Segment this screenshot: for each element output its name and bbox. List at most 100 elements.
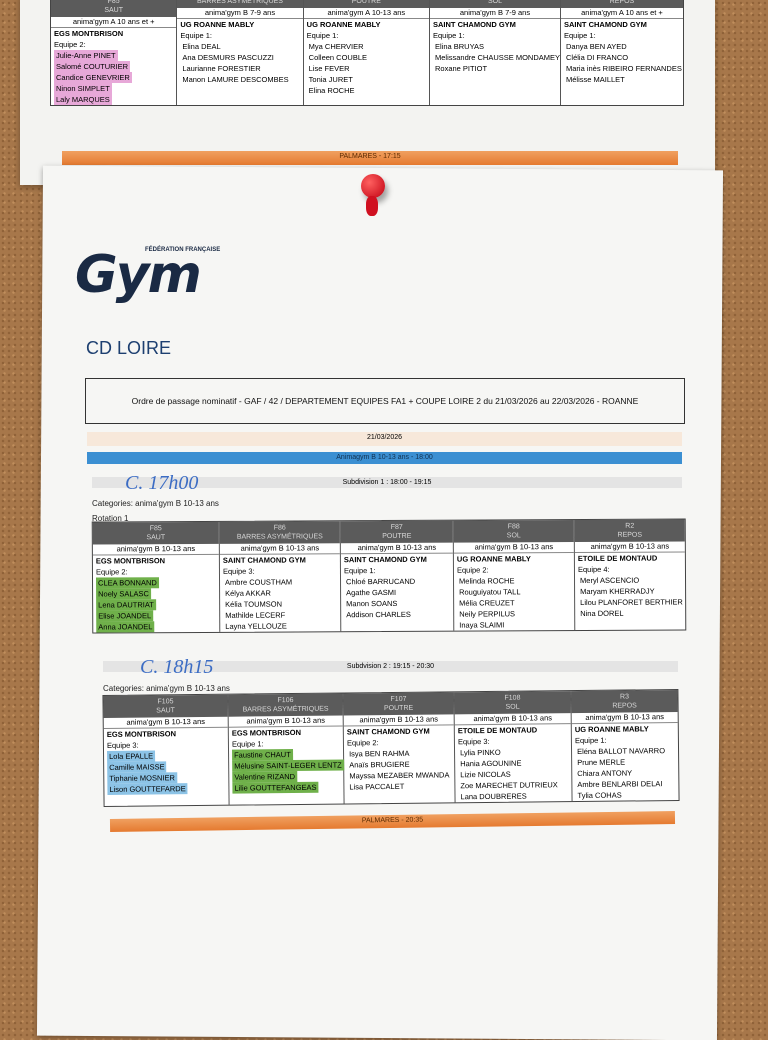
gymnast: Mélisse MAILLET	[565, 75, 625, 84]
club: EGS MONTBRISON	[95, 556, 166, 566]
categories: Categories: anima'gym B 10-13 ans	[92, 499, 219, 508]
gymnast: Maria inès RIBEIRO FERNANDES	[565, 64, 682, 73]
gymnast: Lilie GOUTTEFANGEAS	[232, 781, 319, 794]
rotation: Rotation 1	[92, 514, 129, 523]
gymnast-row: Melissandre CHAUSSE MONDAMEY	[430, 52, 560, 63]
gymnast: Noely SALASC	[96, 588, 151, 600]
gymnast: Chloé BARRUCAND	[346, 576, 416, 587]
apparatus: POUTRE	[383, 704, 414, 713]
gymnast-row: Elina ROCHE	[304, 85, 429, 96]
gymnast: Valentine RIZAND	[232, 770, 298, 783]
gymnast-row: Chloé BARRUCAND	[341, 576, 453, 588]
gymnast: Roxane PITIOT	[434, 64, 488, 73]
column-header: F108 SOL	[454, 691, 571, 715]
date-band: 21/03/2026	[87, 432, 682, 446]
apparatus: SOL	[505, 703, 520, 711]
category: anima'gym B 7-9 ans	[177, 8, 303, 19]
column-header: REPOS	[560, 0, 683, 8]
section-band: Animagym B 10-13 ans - 18:00	[87, 452, 682, 464]
gymnast: Chiara ANTONY	[577, 768, 633, 779]
club: SAINT CHAMOND GYM	[343, 554, 427, 565]
logo: Gym	[75, 245, 202, 305]
gymnast: Neily PERPILUS	[459, 609, 516, 619]
team: Equipe 2:	[95, 567, 128, 577]
column-header: F85 SAUT	[92, 521, 219, 545]
gymnast: Julie-Anne PINET	[54, 50, 118, 61]
column-header: F85 SAUT	[51, 0, 177, 17]
column-header: BARRES ASYMÉTRIQUES	[177, 0, 303, 8]
category: anima'gym B 10-13 ans	[219, 543, 340, 555]
gymnast: Elise JOANDEL	[96, 610, 154, 622]
gymnast-row: Lana DOUBRERES	[455, 790, 571, 802]
apparatus: BARRES ASYMÉTRIQUES	[236, 533, 323, 541]
gymnast: Laly MARQUES	[54, 94, 112, 105]
gymnast-row: Nina DOREL	[575, 607, 685, 619]
team: Equipe 1:	[563, 31, 596, 40]
gymnast-row: Lena DAUTRIAT	[93, 599, 219, 611]
gymnast-row: Neily PERPILUS	[454, 608, 574, 620]
gymnast: Ambre COUSTHAM	[225, 577, 293, 587]
apparatus: BARRES ASYMÉTRIQUES	[197, 0, 283, 5]
gymnast-row: Manon SOANS	[341, 598, 453, 610]
category: anima'gym B 10-13 ans	[92, 543, 219, 556]
logo-top: FÉDÉRATION FRANÇAISE	[145, 247, 221, 253]
column-header: SOL	[429, 0, 560, 8]
category: anima'gym A 10 ans et +	[51, 17, 177, 28]
gymnast: Lise FEVER	[308, 64, 350, 73]
column: F108 SOL anima'gym B 10-13 ans ETOILE DE MO…	[454, 691, 573, 803]
palmares-band: PALMARES - 17:15	[62, 151, 678, 165]
column: REPOS anima'gym A 10 ans et + SAINT CHAMON…	[560, 0, 683, 105]
gymnast-row: Kélya AKKAR	[220, 587, 340, 599]
gymnast: Isya BEN RAHMA	[349, 748, 410, 759]
gymnast: Manon SOANS	[346, 598, 398, 609]
gymnast-row: Elise JOANDEL	[93, 610, 219, 622]
team: Equipe 1:	[180, 31, 213, 40]
gymnast: Addison CHARLES	[346, 609, 411, 620]
category: anima'gym B 7-9 ans	[429, 8, 560, 19]
team: Equipe 2:	[456, 565, 489, 575]
column: F105 SAUT anima'gym B 10-13 ans EGS MONTBRI…	[103, 694, 230, 807]
gymnast: Elina ROCHE	[308, 86, 355, 95]
gymnast-row: Lison GOUTTEFARDE	[104, 783, 228, 795]
apparatus: SOL	[506, 532, 521, 540]
gymnast-row: Lisa PACCALET	[344, 780, 454, 792]
apparatus: REPOS	[612, 702, 637, 710]
club: UG ROANNE MABLY	[180, 20, 255, 29]
gymnast-row: Noely SALASC	[93, 588, 219, 600]
gymnast: Elina BRUYAS	[434, 42, 485, 51]
column-header: R2 REPOS	[574, 519, 685, 543]
column: R2 REPOS anima'gym B 10-13 ans ETOILE DE MO…	[574, 519, 686, 630]
gymnast: Tylia COHAS	[577, 790, 622, 801]
column-header: POUTRE	[303, 0, 429, 8]
gymnast-row: Manon LAMURE DESCOMBES	[177, 74, 302, 85]
gymnast-row: Maria inès RIBEIRO FERNANDES	[561, 63, 683, 74]
palmares: PALMARES - 20:35	[361, 816, 424, 825]
column-header: R3 REPOS	[571, 689, 678, 714]
gymnast: Lisa PACCALET	[349, 781, 405, 792]
column: R3 REPOS anima'gym B 10-13 ans UG ROANNE MA…	[571, 689, 678, 801]
gymnast-row: Addison CHARLES	[341, 609, 453, 621]
gymnast: Faustine CHAUT	[232, 749, 293, 761]
gymnast: Manon LAMURE DESCOMBES	[182, 75, 289, 84]
gymnast-row: Tylia COHAS	[572, 789, 678, 801]
column-header: F106 BARRES ASYMÉTRIQUES	[228, 693, 343, 717]
gymnast: Inaya SLAIMI	[459, 620, 505, 630]
palmares: PALMARES - 17:15	[339, 153, 401, 160]
gymnast-row: Lise FEVER	[304, 63, 429, 74]
column-header: F105 SAUT	[103, 694, 228, 719]
team: Equipe 1:	[343, 566, 376, 576]
push-pin-base	[366, 196, 378, 216]
subdivision-label: Subdvision 2 : 19:15 - 20:30	[346, 663, 435, 670]
gymnast: Mathilde LECERF	[225, 610, 286, 620]
gymnast-row: Inaya SLAIMI	[454, 619, 574, 631]
club: EGS MONTBRISON	[54, 29, 124, 38]
column: F85 SAUT anima'gym A 10 ans et + EGS MONTBR…	[51, 0, 178, 105]
gymnast-row: CLEA BONNAND	[93, 577, 219, 589]
gymnast-row: Danya BEN AYED	[561, 41, 683, 52]
column-header: F88 SOL	[453, 520, 574, 543]
gymnast: Agathe GASMI	[346, 587, 397, 598]
gymnast: Ana DESMURS PASCUZZI	[182, 53, 274, 62]
gymnast: Lena DAUTRIAT	[96, 599, 156, 611]
gymnast: Hania AGOUNINE	[460, 758, 522, 769]
gymnast-row: Lilie GOUTTEFANGEAS	[229, 781, 343, 794]
